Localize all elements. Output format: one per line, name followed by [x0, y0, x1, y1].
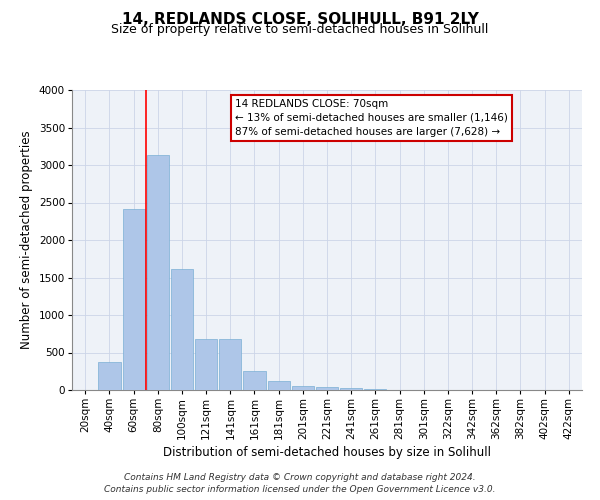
Text: Size of property relative to semi-detached houses in Solihull: Size of property relative to semi-detach… [112, 22, 488, 36]
Bar [219, 339, 241, 390]
Bar [244, 370, 266, 390]
Bar [98, 362, 121, 390]
Text: Contains public sector information licensed under the Open Government Licence v3: Contains public sector information licen… [104, 484, 496, 494]
Bar [146, 155, 169, 390]
Bar [340, 388, 362, 390]
X-axis label: Distribution of semi-detached houses by size in Solihull: Distribution of semi-detached houses by … [163, 446, 491, 459]
Text: 14 REDLANDS CLOSE: 70sqm
← 13% of semi-detached houses are smaller (1,146)
87% o: 14 REDLANDS CLOSE: 70sqm ← 13% of semi-d… [235, 99, 508, 137]
Bar [292, 386, 314, 390]
Bar [171, 269, 193, 390]
Bar [316, 387, 338, 390]
Bar [195, 339, 217, 390]
Bar [122, 208, 145, 390]
Text: 14, REDLANDS CLOSE, SOLIHULL, B91 2LY: 14, REDLANDS CLOSE, SOLIHULL, B91 2LY [122, 12, 478, 28]
Text: Contains HM Land Registry data © Crown copyright and database right 2024.: Contains HM Land Registry data © Crown c… [124, 473, 476, 482]
Bar [268, 381, 290, 390]
Y-axis label: Number of semi-detached properties: Number of semi-detached properties [20, 130, 33, 350]
Bar [364, 389, 386, 390]
